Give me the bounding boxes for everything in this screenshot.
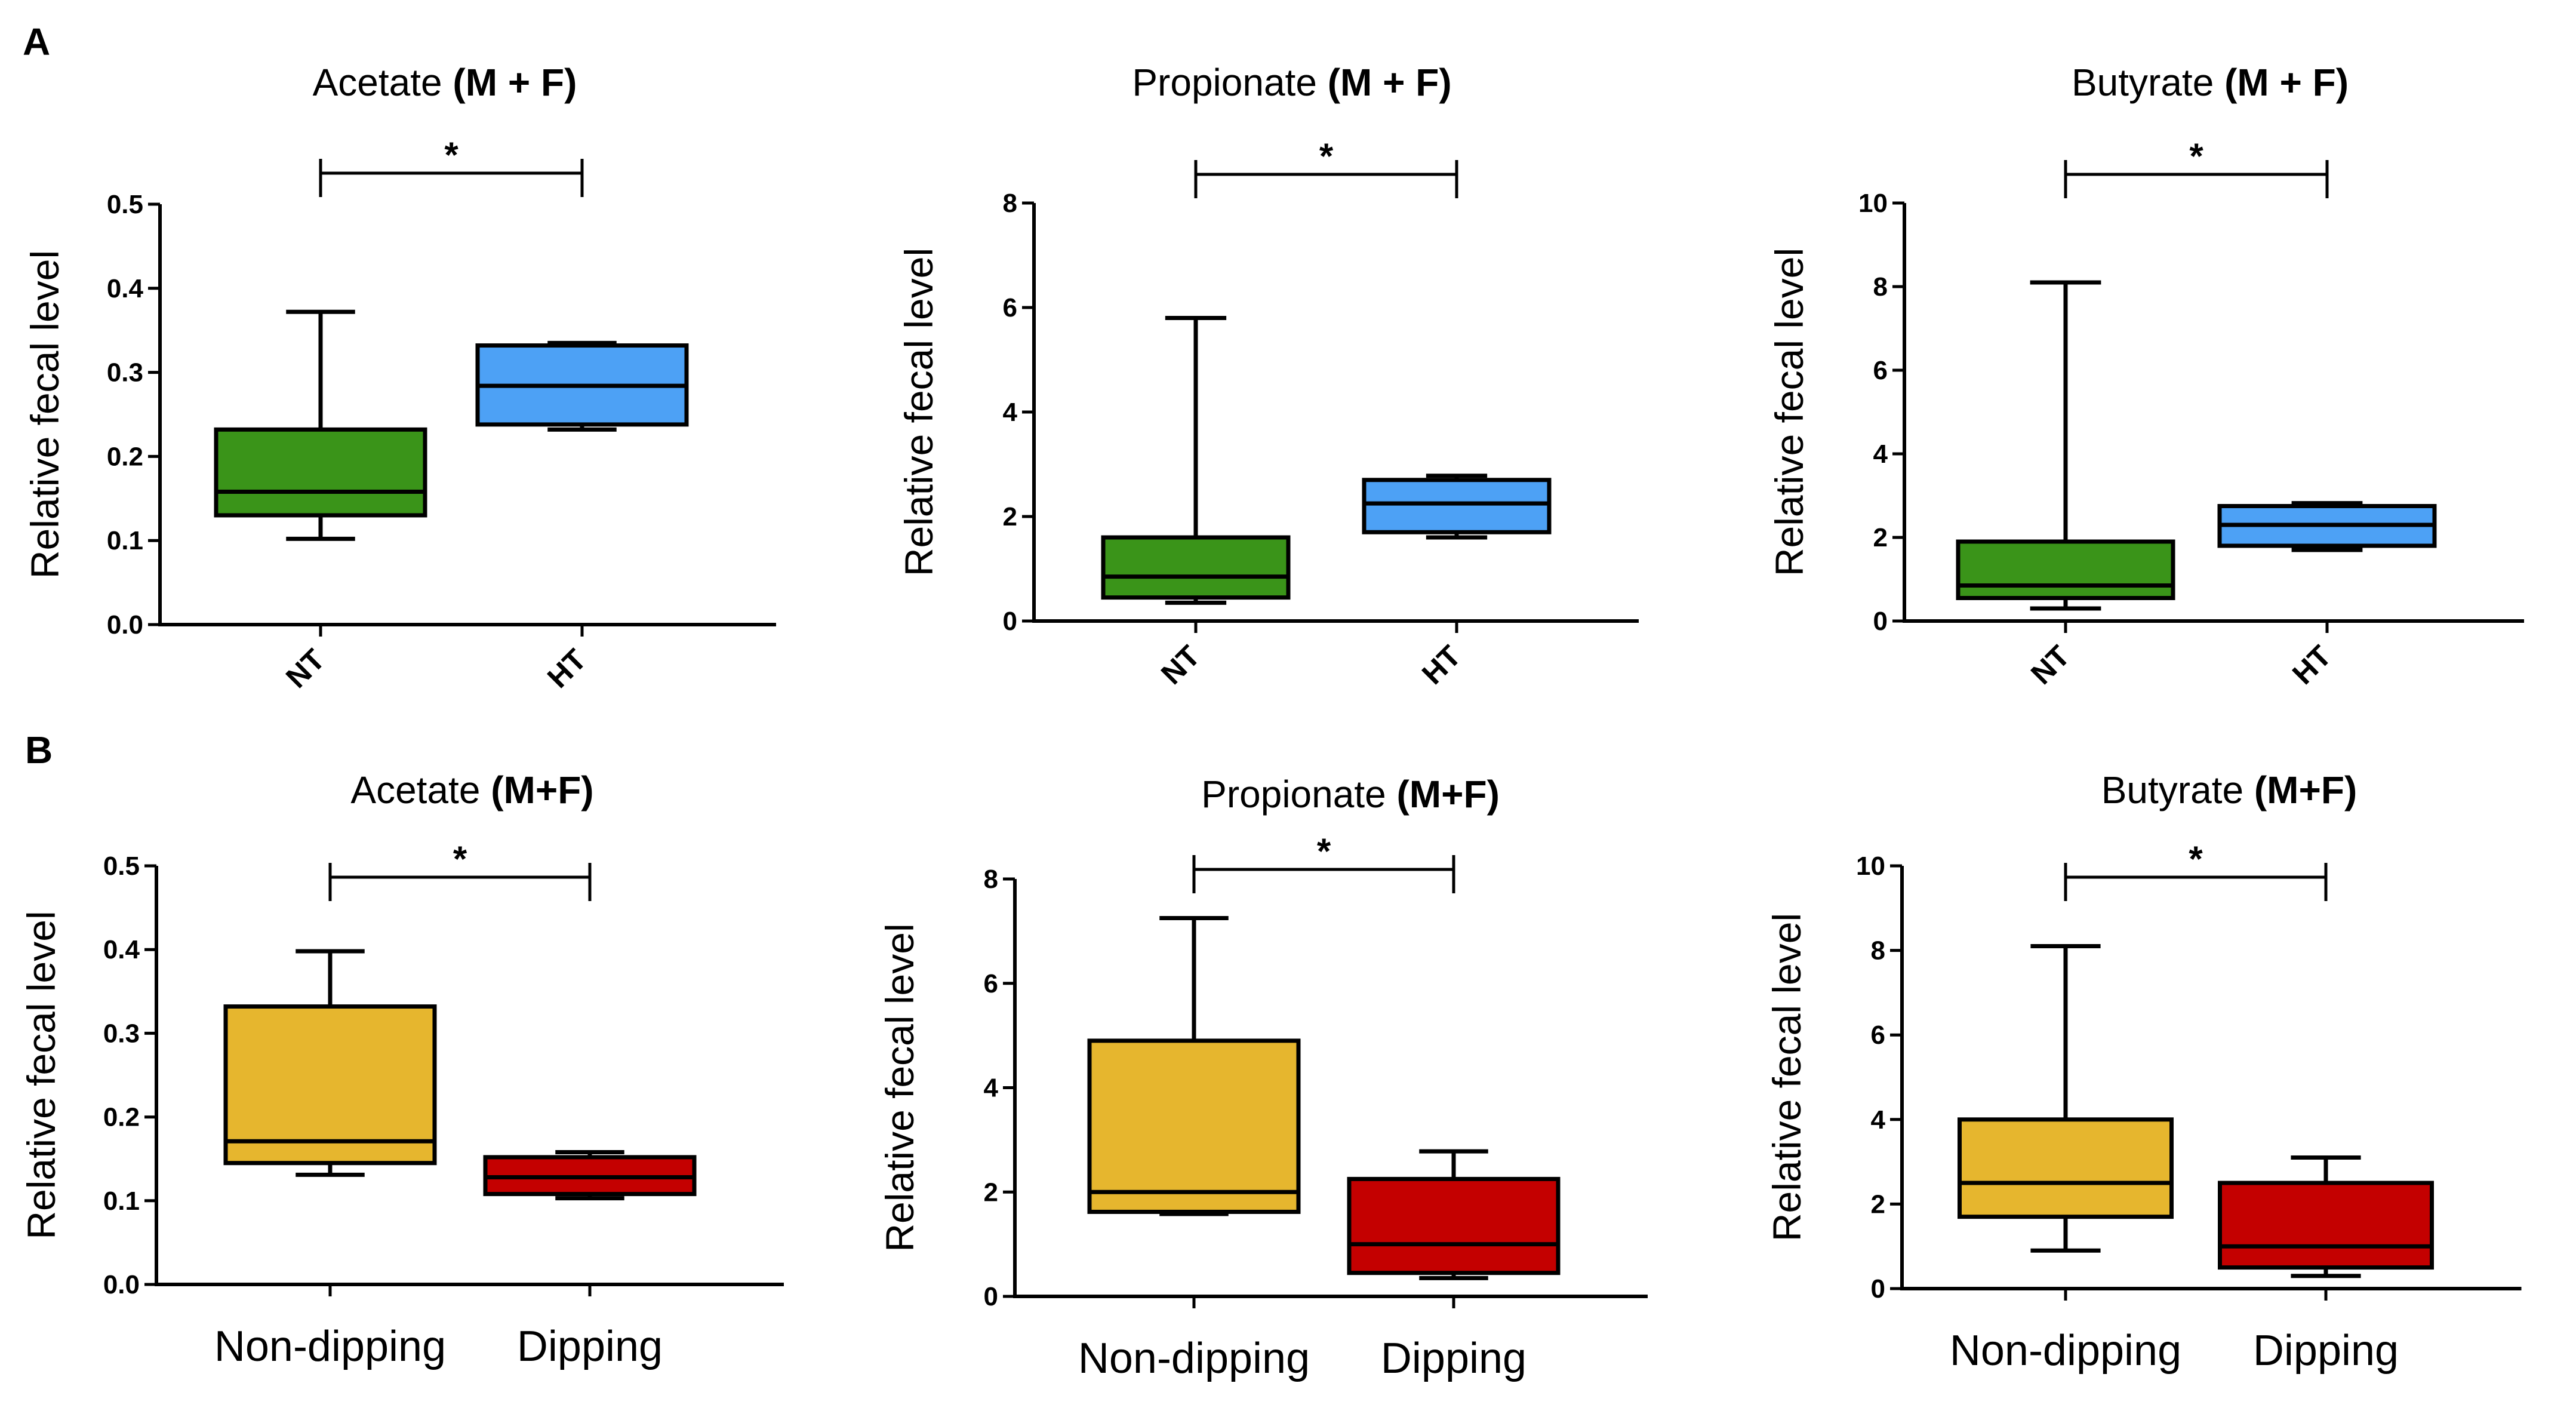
y-tick-label: 0 [1871, 1274, 1885, 1304]
chart-title: Butyrate (M+F) [2101, 769, 2358, 812]
y-tick-label: 6 [1871, 1021, 1885, 1050]
chart-title-bold: (M + F) [2224, 61, 2349, 104]
x-tick-label: NT [2024, 639, 2076, 691]
chart-title-bold: (M+F) [2254, 769, 2357, 812]
significance-marker: * [1319, 136, 1334, 176]
y-tick-label: 0.0 [103, 1270, 140, 1299]
chart-title-main: Propionate [1201, 773, 1396, 816]
x-tick-label: Dipping [517, 1323, 663, 1370]
box-nt [1101, 535, 1291, 600]
y-axis-label: Relative fecal level [23, 250, 67, 579]
significance-marker: * [2189, 839, 2203, 879]
chart-b-acetate: Acetate (M+F) Relative fecal level 0.0 0.… [19, 769, 784, 1370]
box-non-dipping [1087, 1038, 1301, 1214]
y-tick-label: 4 [1873, 439, 1888, 469]
box-nt [1956, 539, 2175, 600]
x-tick-label: Dipping [2253, 1327, 2399, 1375]
y-axis-label: Relative fecal level [897, 248, 941, 576]
box-non-dipping [223, 1004, 437, 1166]
y-tick-label: 0.5 [103, 852, 140, 881]
y-axis-label: Relative fecal level [1765, 913, 1809, 1241]
chart-title-main: Butyrate [2101, 769, 2254, 812]
chart-a-acetate: Acetate (M + F) Relative fecal level 0.0… [23, 61, 776, 694]
y-tick-label: 4 [984, 1074, 999, 1103]
chart-title-main: Acetate [350, 769, 491, 812]
chart-title: Acetate (M + F) [313, 61, 577, 104]
box-non-dipping [1958, 1117, 2174, 1219]
y-tick-label: 2 [1873, 523, 1888, 552]
box-ht [1362, 478, 1552, 534]
chart-title-bold: (M + F) [1328, 61, 1452, 104]
x-tick-label: NT [1155, 639, 1207, 691]
y-tick-label: 2 [1003, 502, 1017, 531]
y-tick-label: 10 [1858, 189, 1888, 218]
y-tick-label: 0 [1873, 607, 1888, 636]
chart-title-main: Butyrate [2072, 61, 2224, 104]
x-tick-label: HT [2286, 639, 2338, 691]
y-axis-label: Relative fecal level [878, 923, 922, 1252]
y-tick-label: 4 [1003, 398, 1018, 427]
y-tick-label: 0.4 [107, 274, 144, 303]
significance-marker: * [453, 839, 467, 879]
chart-title-bold: (M+F) [491, 769, 593, 812]
panel-label-a: A [23, 20, 50, 63]
significance-marker: * [2189, 136, 2203, 176]
chart-title: Butyrate (M + F) [2072, 61, 2349, 104]
y-tick-label: 8 [1871, 936, 1885, 966]
y-tick-label: 0.2 [107, 442, 143, 471]
chart-b-propionate: Propionate (M+F) Relative fecal level 0 2… [878, 773, 1648, 1382]
chart-title-main: Propionate [1132, 61, 1327, 104]
y-tick-label: 0.0 [107, 610, 143, 640]
significance-marker: * [444, 135, 458, 175]
y-axis-label: Relative fecal level [1767, 248, 1811, 576]
y-tick-label: 0.1 [107, 526, 143, 555]
y-tick-label: 6 [984, 969, 998, 998]
y-tick-label: 8 [1003, 189, 1017, 218]
y-tick-label: 2 [984, 1178, 998, 1207]
x-tick-label: NT [279, 643, 331, 694]
x-tick-label: Non-dipping [214, 1323, 446, 1370]
chart-title: Propionate (M + F) [1132, 61, 1451, 104]
chart-title-main: Acetate [313, 61, 453, 104]
y-tick-label: 4 [1871, 1105, 1886, 1135]
chart-b-butyrate: Butyrate (M+F) Relative fecal level 0 2 4 6… [1765, 769, 2522, 1375]
box-dipping [2218, 1181, 2434, 1270]
chart-title: Propionate (M+F) [1201, 773, 1500, 816]
y-tick-label: 0 [984, 1282, 998, 1311]
y-tick-label: 0.5 [107, 190, 143, 219]
y-tick-label: 0.4 [103, 935, 140, 964]
x-tick-label: HT [541, 643, 593, 694]
box-nt [214, 427, 427, 518]
y-tick-label: 6 [1003, 293, 1017, 322]
x-tick-label: Non-dipping [1950, 1327, 2181, 1375]
y-tick-label: 0.2 [103, 1103, 140, 1132]
y-tick-label: 2 [1871, 1189, 1885, 1219]
y-axis-label: Relative fecal level [19, 911, 63, 1239]
box-dipping [1347, 1176, 1561, 1275]
chart-a-propionate: Propionate (M + F) Relative fecal level … [897, 61, 1639, 691]
y-tick-label: 6 [1873, 356, 1888, 385]
chart-title-bold: (M+F) [1396, 773, 1499, 816]
x-tick-label: Dipping [1381, 1335, 1526, 1382]
y-tick-label: 0 [1003, 607, 1017, 636]
chart-a-butyrate: Butyrate (M + F) Relative fecal level 0 2… [1767, 61, 2524, 691]
x-tick-label: HT [1415, 639, 1467, 691]
x-tick-label: Non-dipping [1078, 1335, 1310, 1382]
y-tick-label: 8 [1873, 272, 1888, 302]
significance-marker: * [1317, 831, 1331, 871]
panel-label-b: B [25, 729, 53, 771]
chart-title-bold: (M + F) [453, 61, 577, 104]
y-tick-label: 8 [984, 865, 998, 894]
y-tick-label: 10 [1856, 852, 1885, 881]
y-tick-label: 0.1 [103, 1187, 140, 1216]
chart-title: Acetate (M+F) [350, 769, 593, 812]
y-tick-label: 0.3 [107, 358, 143, 388]
y-tick-label: 0.3 [103, 1019, 140, 1048]
